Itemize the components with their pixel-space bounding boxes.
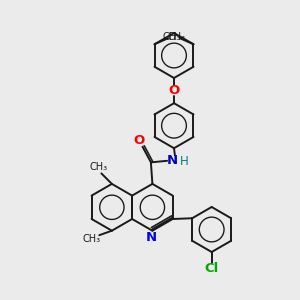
Text: Cl: Cl: [205, 262, 219, 275]
Text: CH₃: CH₃: [90, 162, 108, 172]
Text: CH₃: CH₃: [83, 234, 101, 244]
Text: N: N: [166, 154, 178, 167]
Text: CH₃: CH₃: [163, 32, 181, 42]
Text: O: O: [133, 134, 145, 147]
Text: O: O: [168, 84, 180, 97]
Text: N: N: [145, 231, 157, 244]
Text: H: H: [179, 155, 188, 168]
Text: CH₃: CH₃: [167, 32, 185, 42]
